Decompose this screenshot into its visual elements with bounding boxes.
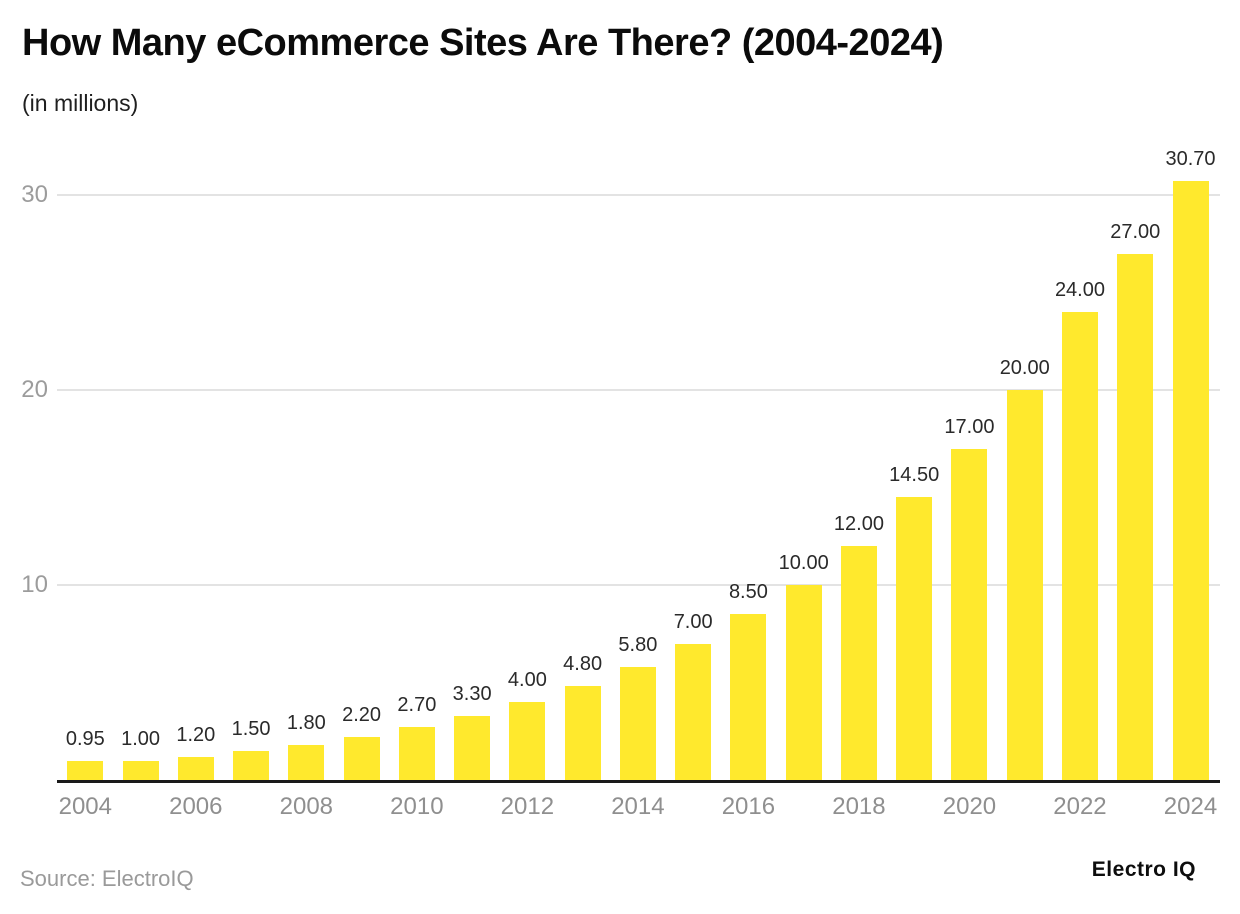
bar-2010 (398, 727, 435, 780)
bar-2015 (675, 643, 712, 780)
bar-value-label: 10.00 (778, 552, 829, 574)
x-axis-tick-label: 2016 (721, 793, 776, 820)
bar-value-label: 4.80 (563, 653, 603, 676)
x-axis-tick-label: 2004 (58, 793, 112, 820)
bar-value-label: 24.00 (1054, 279, 1105, 301)
bar-value-label: 1.50 (231, 717, 271, 740)
bar-value-label: 5.80 (618, 633, 658, 656)
bar-2009 (343, 737, 380, 780)
bar-value-label: 1.20 (176, 723, 216, 746)
bar-2024 (1172, 181, 1209, 780)
bar-value-label: 1.80 (286, 711, 326, 734)
bar-value-label: 4.00 (507, 669, 547, 691)
x-axis-tick-label: 2012 (500, 793, 555, 820)
y-axis-tick-label: 30 (21, 181, 48, 208)
bar-2023 (1117, 253, 1154, 780)
bar-chart: 0.95 1.00 1.20 1.50 1.80 2.20 2.70 3.30 4.00 4.80… (57, 120, 1220, 820)
x-axis-tick-label: 2020 (942, 793, 997, 820)
y-axis-tick-label: 10 (21, 571, 48, 598)
x-axis-tick-label: 2008 (279, 793, 334, 820)
bar-value-label: 1.00 (121, 727, 161, 750)
bar-2011 (454, 715, 491, 780)
bar-2020 (951, 448, 988, 780)
x-axis-tick-label: 2006 (169, 793, 223, 820)
bar-2022 (1061, 312, 1098, 780)
bar-value-label: 12.00 (833, 513, 884, 535)
bar-value-label: 30.70 (1165, 148, 1216, 171)
bar-2013 (564, 686, 601, 780)
bar-2014 (619, 666, 656, 780)
bar-2012 (509, 702, 546, 780)
x-axis-line (57, 780, 1220, 783)
x-axis-tick-label: 2018 (832, 793, 886, 820)
bar-value-label: 3.30 (452, 682, 492, 705)
bar-value-label: 0.95 (65, 728, 105, 751)
bar-2017 (785, 585, 822, 780)
bar-value-label: 7.00 (673, 610, 713, 633)
bar-value-label: 17.00 (944, 415, 995, 438)
x-axis-tick-label: 2010 (390, 793, 444, 820)
page-title: How Many eCommerce Sites Are There? (200… (22, 22, 944, 64)
y-axis-tick-label: 20 (21, 376, 48, 403)
bar-2016 (730, 614, 767, 780)
bar-2021 (1006, 390, 1043, 780)
bar-2018 (840, 546, 877, 780)
bar-2007 (233, 750, 270, 780)
gridline (57, 389, 1220, 391)
source-credit: Source: ElectroIQ (20, 866, 194, 891)
x-axis-tick-label: 2014 (611, 793, 665, 820)
bar-value-label: 27.00 (1110, 220, 1161, 243)
x-axis-tick-label: 2022 (1053, 793, 1107, 820)
chart-subtitle: (in millions) (22, 90, 139, 116)
bar-2004 (67, 761, 104, 780)
bar-2006 (177, 756, 214, 780)
gridline (57, 194, 1220, 196)
bar-value-label: 14.50 (889, 464, 940, 487)
x-axis-tick-label: 2024 (1163, 793, 1218, 820)
bar-2005 (122, 760, 159, 780)
gridline (57, 584, 1220, 586)
bar-value-label: 2.20 (342, 704, 382, 727)
bar-value-label: 2.70 (397, 694, 437, 717)
bar-value-label: 20.00 (999, 357, 1050, 379)
brand-logo: Electro IQ (1091, 858, 1196, 881)
bar-2019 (896, 497, 933, 780)
bar-2008 (288, 744, 325, 780)
bar-value-label: 8.50 (728, 581, 768, 604)
